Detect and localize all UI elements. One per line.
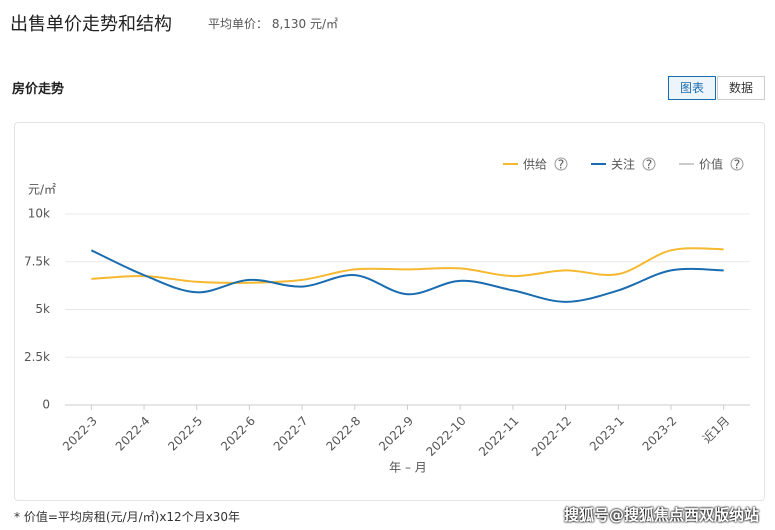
x-tick-label: 2022-9 [376,414,416,454]
y-tick-label: 10k [28,207,50,221]
help-icon: ? [558,158,564,172]
x-tick-label: 2022-11 [476,414,521,459]
x-tick-label: 2022-7 [271,414,311,454]
help-icon-ring [642,157,656,171]
x-tick-label: 2022-12 [529,414,574,459]
y-tick-label: 7.5k [24,254,50,268]
help-icon-ring [554,157,568,171]
help-icon: ? [734,158,740,172]
y-unit: 元/㎡ [28,183,56,197]
x-axis-label: 年 – 月 [389,461,427,475]
chart-button[interactable]: 图表 [668,76,716,100]
x-tick-label: 近1月 [700,414,732,446]
legend-label: 价值 [699,157,723,172]
page-title: 出售单价走势和结构 [10,14,172,35]
y-tick-label: 5k [35,302,50,316]
avg-price: 平均单价： 8,130 元/㎡ [208,17,339,31]
legend-label: 供给 [523,158,547,172]
x-tick-label: 2022-5 [165,414,205,454]
series-line [90,249,724,303]
chart-card [14,122,765,501]
x-tick-label: 2023-2 [640,414,680,454]
x-tick-label: 2022-10 [423,414,468,459]
x-tick-label: 2023-1 [587,414,627,454]
x-tick-label: 2022-3 [60,414,100,454]
footnote: * 价值=平均房租(元/月/㎡)x12个月x30年 [14,510,241,524]
help-icon: ? [646,158,652,172]
legend-label: 关注 [611,157,635,172]
data-button[interactable]: 数据 [717,76,765,100]
y-tick-label: 2.5k [24,350,50,364]
y-tick-label: 0 [42,398,50,412]
help-icon-ring [730,157,744,171]
x-tick-label: 2022-6 [218,414,258,454]
series-line [91,247,724,284]
x-tick-label: 2022-4 [113,414,153,454]
watermark: 搜狐号@搜狐焦点西双版纳站 [563,506,759,524]
section-title: 房价走势 [12,82,65,97]
x-tick-label: 2022-8 [323,414,363,454]
